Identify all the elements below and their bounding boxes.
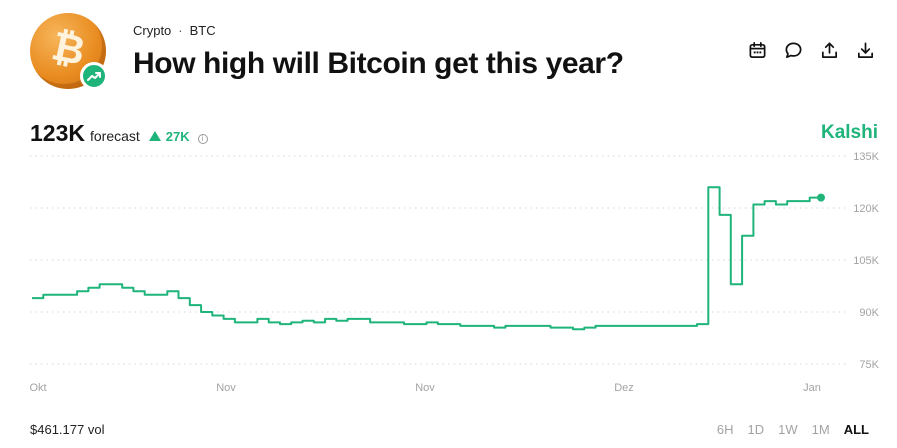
y-tick-label: 135K: [853, 151, 879, 163]
info-icon[interactable]: i: [197, 134, 208, 144]
forecast-value: 123K: [30, 120, 85, 146]
forecast-summary: 123K forecast 27K i: [30, 120, 208, 147]
y-tick-label: 120K: [853, 203, 879, 215]
download-icon[interactable]: [856, 41, 875, 60]
x-tick-label: Okt: [29, 382, 46, 394]
y-tick-label: 90K: [859, 307, 879, 319]
breadcrumb-category[interactable]: Crypto: [133, 23, 172, 38]
comment-icon[interactable]: [784, 41, 803, 60]
range-1m[interactable]: 1M: [811, 422, 830, 437]
y-tick-label: 105K: [853, 255, 879, 267]
triangle-up-icon: [148, 131, 161, 141]
range-6h[interactable]: 6H: [716, 422, 734, 437]
breadcrumb: Crypto · BTC: [133, 23, 216, 38]
calendar-icon[interactable]: [748, 41, 767, 60]
header-actions: [748, 41, 875, 60]
current-value-point: [817, 193, 825, 202]
page-title: How high will Bitcoin get this year?: [133, 47, 624, 80]
range-1d[interactable]: 1D: [747, 422, 765, 437]
forecast-chart: 135K 120K 105K 90K 75K Okt Nov Nov Dez Jan: [29, 151, 879, 394]
volume-text: $461.177 vol: [30, 422, 105, 437]
x-tick-label: Nov: [415, 382, 435, 394]
bitcoin-logo: ₿: [30, 13, 108, 91]
brand-logo[interactable]: Kalshi: [820, 122, 878, 143]
series-line: [32, 186, 821, 331]
forecast-label: forecast: [89, 128, 140, 144]
share-icon[interactable]: [820, 41, 839, 60]
x-tick-label: Nov: [216, 382, 236, 394]
breadcrumb-separator: ·: [178, 23, 183, 38]
breadcrumb-ticker[interactable]: BTC: [189, 23, 216, 38]
time-range-selector: 6H 1D 1W 1M ALL: [703, 422, 869, 437]
y-tick-label: 75K: [859, 359, 879, 371]
range-all[interactable]: ALL: [843, 422, 869, 437]
trending-up-icon: [80, 62, 108, 90]
forecast-change-value: 27K: [165, 128, 190, 144]
forecast-change: 27K: [148, 128, 190, 144]
range-1w[interactable]: 1W: [778, 422, 798, 437]
x-tick-label: Dez: [614, 382, 634, 394]
x-tick-label: Jan: [803, 382, 821, 394]
